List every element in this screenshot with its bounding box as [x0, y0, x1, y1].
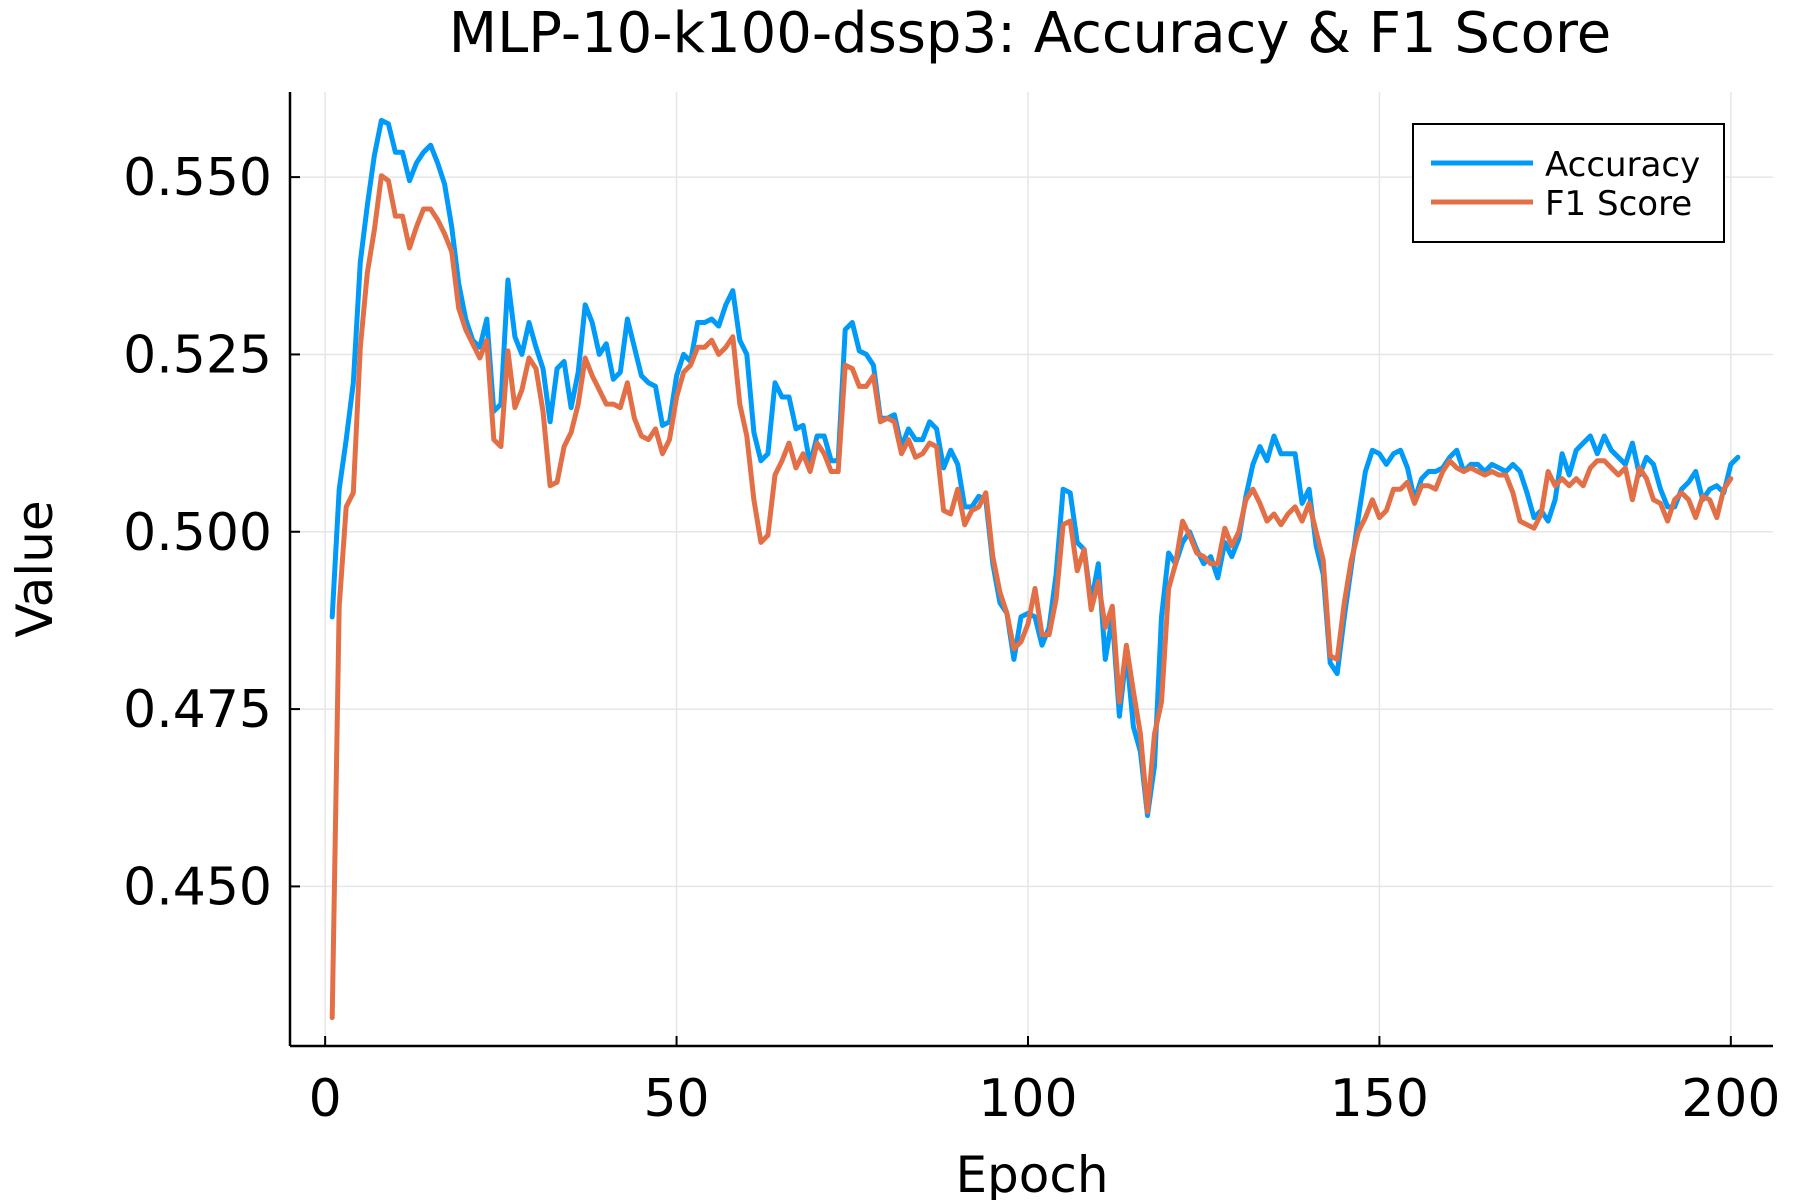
- legend: Accuracy F1 Score: [1412, 123, 1725, 243]
- chart-title: MLP-10-k100-dssp3: Accuracy & F1 Score: [449, 1, 1611, 66]
- series-line-f1-score: [329, 173, 1734, 1021]
- series-line-accuracy: [329, 117, 1741, 818]
- y-tick-label: 0.525: [123, 325, 272, 385]
- x-tick-label: 200: [1681, 1069, 1780, 1129]
- legend-label-f1-score: F1 Score: [1545, 184, 1692, 224]
- y-tick-label: 0.475: [123, 680, 272, 740]
- x-tick-label: 0: [309, 1069, 342, 1129]
- x-tick-label: 50: [643, 1069, 709, 1129]
- y-tick-label: 0.500: [123, 503, 272, 563]
- plot-area: [329, 117, 1741, 1021]
- legend-box: [1412, 123, 1725, 243]
- y-axis-label: Value: [6, 500, 64, 637]
- x-tick-label: 150: [1330, 1069, 1429, 1129]
- x-tick-labels: 0 50 100 150 200: [309, 1036, 1780, 1129]
- y-tick-label: 0.550: [123, 148, 272, 208]
- y-tick-label: 0.450: [123, 857, 272, 917]
- y-tick-labels: 0.450 0.475 0.500 0.525 0.550: [123, 148, 300, 917]
- x-axis-label: Epoch: [955, 1146, 1108, 1200]
- legend-label-accuracy: Accuracy: [1545, 145, 1700, 185]
- x-tick-label: 100: [978, 1069, 1077, 1129]
